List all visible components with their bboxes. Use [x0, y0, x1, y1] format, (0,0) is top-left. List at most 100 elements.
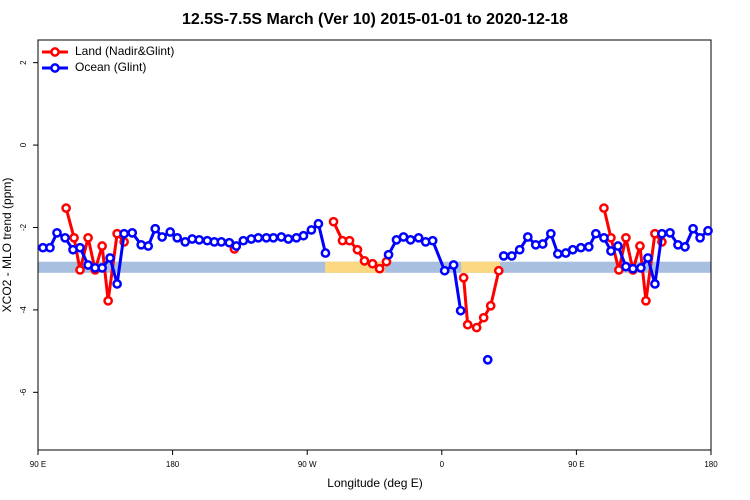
y-tick-label: -2 [19, 223, 28, 231]
data-point [83, 232, 93, 243]
x-tick-label: 90 W [298, 460, 317, 469]
land-span [325, 261, 385, 273]
data-point [583, 242, 594, 252]
x-axis-label: Longitude (deg E) [327, 476, 422, 490]
data-point [405, 234, 416, 245]
data-point [383, 249, 394, 260]
data-point [75, 242, 85, 253]
data-point [367, 258, 378, 269]
data-point [172, 232, 183, 243]
data-point [482, 354, 493, 365]
x-tick-label: 180 [704, 460, 718, 469]
data-point [471, 322, 482, 333]
data-point [119, 228, 129, 239]
data-point [112, 279, 122, 289]
x-tick-label: 180 [166, 460, 180, 469]
legend-label: Land (Nadir&Glint) [75, 44, 174, 58]
data-point [75, 265, 85, 275]
data-point [590, 228, 601, 239]
data-point [61, 203, 71, 213]
data-point [553, 249, 563, 259]
data-point [97, 263, 108, 273]
data-point [537, 239, 548, 249]
data-point [498, 251, 509, 261]
data-point [320, 248, 331, 258]
data-point [688, 223, 698, 234]
data-point [628, 263, 638, 274]
data-point [439, 265, 450, 276]
data-point [127, 227, 138, 238]
legend-label: Ocean (Glint) [75, 60, 146, 74]
chart-title: 12.5S-7.5S March (Ver 10) 2015-01-01 to … [182, 11, 568, 28]
data-point [641, 295, 651, 306]
data-point [105, 253, 115, 263]
data-point [143, 241, 154, 251]
data-point [283, 234, 294, 244]
data-point [268, 232, 279, 243]
data-point [643, 253, 653, 263]
data-point [703, 225, 713, 236]
data-point [97, 241, 108, 251]
data-point [52, 227, 62, 238]
data-point [576, 242, 586, 253]
data-point [427, 235, 438, 246]
data-point [695, 232, 705, 243]
data-point [478, 312, 489, 323]
data-point [157, 232, 167, 242]
data-point [216, 237, 227, 247]
data-point [306, 225, 317, 235]
land-span [461, 261, 501, 273]
data-point [413, 232, 424, 243]
data-point [231, 241, 242, 251]
data-point [621, 232, 631, 243]
x-tick-label: 0 [440, 460, 445, 469]
data-point [514, 244, 525, 255]
data-point [458, 272, 469, 283]
data-point [165, 227, 176, 237]
data-point [545, 228, 556, 239]
y-tick-label: -6 [19, 388, 28, 396]
data-point [606, 246, 616, 256]
data-point [613, 241, 623, 251]
legend-marker [50, 63, 60, 73]
data-point [455, 305, 466, 316]
data-point [313, 218, 324, 229]
data-point [462, 319, 473, 330]
data-point [522, 232, 533, 242]
data-point [352, 244, 363, 255]
y-tick-label: 0 [19, 142, 28, 147]
y-tick-label: -4 [19, 306, 28, 314]
data-point [150, 223, 161, 234]
data-point [253, 232, 264, 243]
data-point [485, 300, 496, 311]
data-point [45, 242, 55, 253]
data-point [567, 244, 578, 255]
data-point [657, 228, 667, 239]
data-point [69, 232, 79, 243]
data-point [493, 265, 504, 276]
data-point [680, 242, 690, 252]
data-point [599, 232, 609, 243]
data-point [60, 232, 70, 243]
data-point [506, 251, 517, 261]
x-tick-label: 90 E [30, 460, 46, 469]
data-point [665, 227, 675, 238]
data-point [650, 279, 660, 289]
y-axis-label: XCO2 - MLO trend (ppm) [0, 178, 14, 313]
plot-frame [37, 39, 712, 451]
x-tick-label: 90 E [568, 460, 584, 469]
y-tick-label: 2 [19, 60, 28, 65]
data-point [636, 263, 646, 273]
data-point [599, 203, 609, 213]
data-point [298, 230, 309, 241]
data-point [359, 256, 370, 266]
data-point [103, 295, 113, 306]
data-point [635, 241, 645, 251]
data-point [344, 235, 355, 246]
data-point [448, 260, 459, 270]
data-point [328, 216, 339, 227]
data-point [238, 235, 249, 246]
legend-marker [50, 47, 60, 57]
data-point [374, 263, 385, 274]
